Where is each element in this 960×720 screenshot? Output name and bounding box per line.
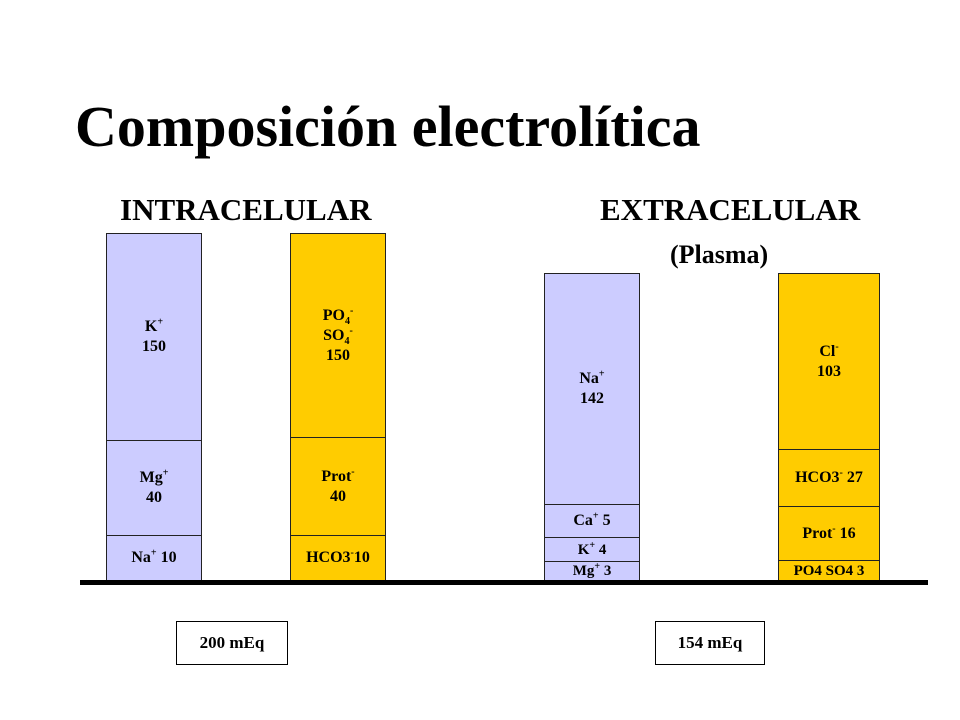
mg-label: Mg+ bbox=[139, 467, 169, 486]
po4-label: PO4- bbox=[322, 305, 354, 327]
ca-segment: Ca+ 5 bbox=[544, 504, 640, 538]
na-label: Na+ 10 bbox=[131, 547, 177, 566]
prot-label: Prot- bbox=[321, 466, 355, 485]
ca-label: Ca+ 5 bbox=[573, 510, 611, 529]
k-value: 150 bbox=[142, 338, 166, 355]
hco3-label: HCO3-10 bbox=[306, 547, 370, 566]
cl-value: 103 bbox=[817, 362, 841, 380]
extracelular-heading: EXTRACELULAR bbox=[600, 192, 861, 227]
prot-plasma-segment: Prot- 16 bbox=[778, 506, 880, 561]
k-label: K+ bbox=[144, 316, 164, 335]
k-plasma-segment: K+ 4 bbox=[544, 537, 640, 562]
na-plasma-segment: Na+ 142 bbox=[544, 273, 640, 505]
so4-label: SO4- bbox=[323, 325, 353, 347]
baseline-divider bbox=[80, 580, 928, 585]
na-plasma-label: Na+ bbox=[579, 368, 605, 387]
k-plasma-label: K+ 4 bbox=[577, 539, 607, 558]
extracelular-total-box: 154 mEq bbox=[655, 621, 765, 665]
po4-so4-plasma-segment: PO4 SO4 3 bbox=[778, 560, 880, 581]
cl-segment: Cl- 103 bbox=[778, 273, 880, 450]
na-segment: Na+ 10 bbox=[106, 535, 202, 581]
hco3-plasma-segment: HCO3- 27 bbox=[778, 449, 880, 507]
mg-value: 40 bbox=[146, 489, 162, 506]
prot-value: 40 bbox=[330, 487, 346, 505]
intracelular-total-box: 200 mEq bbox=[176, 621, 288, 665]
prot-plasma-label: Prot- 16 bbox=[802, 523, 856, 542]
plasma-subheading: (Plasma) bbox=[670, 240, 769, 269]
prot-segment: Prot- 40 bbox=[290, 437, 386, 536]
k-segment: K+ 150 bbox=[106, 233, 202, 441]
page-title: Composición electrolítica bbox=[75, 94, 701, 159]
po4-so4-value: 150 bbox=[326, 346, 350, 364]
hco3-segment: HCO3-10 bbox=[290, 535, 386, 581]
hco3-plasma-label: HCO3- 27 bbox=[795, 467, 863, 486]
intracelular-heading: INTRACELULAR bbox=[120, 192, 372, 227]
cl-label: Cl- bbox=[819, 341, 839, 360]
po4-so4-segment: PO4- SO4- 150 bbox=[290, 233, 386, 438]
mg-segment: Mg+ 40 bbox=[106, 440, 202, 536]
na-plasma-value: 142 bbox=[580, 390, 604, 407]
po4-so4-plasma-label: PO4 SO4 3 bbox=[793, 562, 865, 579]
mg-plasma-label: Mg+ 3 bbox=[572, 561, 612, 579]
mg-plasma-segment: Mg+ 3 bbox=[544, 561, 640, 581]
